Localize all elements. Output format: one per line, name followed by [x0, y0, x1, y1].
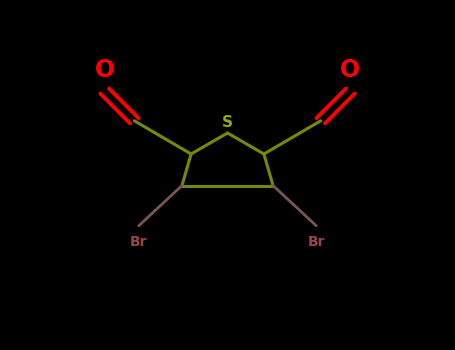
Text: Br: Br: [130, 234, 147, 248]
Text: Br: Br: [308, 234, 325, 248]
Text: O: O: [340, 58, 360, 82]
Text: O: O: [95, 58, 115, 82]
Text: S: S: [222, 115, 233, 130]
